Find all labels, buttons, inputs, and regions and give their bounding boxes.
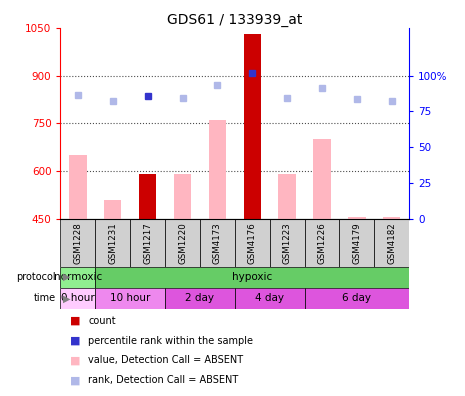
Text: value, Detection Call = ABSENT: value, Detection Call = ABSENT [88, 355, 244, 366]
Text: GSM1223: GSM1223 [283, 222, 292, 264]
Text: 2 day: 2 day [186, 293, 214, 303]
Bar [270, 219, 305, 267]
Text: time: time [33, 293, 56, 303]
Text: GSM4176: GSM4176 [248, 222, 257, 264]
Text: GSM4173: GSM4173 [213, 222, 222, 264]
Text: ■: ■ [70, 375, 80, 385]
Bar [95, 219, 130, 267]
Bar [104, 200, 121, 219]
Bar [339, 219, 374, 267]
Text: GSM1231: GSM1231 [108, 222, 117, 264]
Text: ■: ■ [70, 355, 80, 366]
Text: ■: ■ [70, 316, 80, 326]
Text: 6 day: 6 day [342, 293, 372, 303]
Bar [235, 288, 305, 309]
Bar [165, 288, 235, 309]
Text: count: count [88, 316, 116, 326]
Text: GSM1217: GSM1217 [143, 222, 152, 264]
Bar [130, 219, 165, 267]
Bar [60, 288, 95, 309]
Bar [95, 288, 165, 309]
Bar [69, 155, 86, 219]
Text: normoxic: normoxic [54, 272, 102, 282]
Bar [60, 219, 95, 267]
Bar [383, 217, 400, 219]
Text: GSM1228: GSM1228 [73, 222, 82, 264]
Bar [313, 139, 331, 219]
Text: GSM4182: GSM4182 [387, 222, 396, 264]
Text: 0 hour: 0 hour [61, 293, 95, 303]
Text: ■: ■ [70, 335, 80, 346]
Bar [279, 174, 296, 219]
Text: GSM1226: GSM1226 [318, 222, 326, 264]
Text: hypoxic: hypoxic [232, 272, 272, 282]
Bar [244, 34, 261, 219]
Bar [165, 219, 200, 267]
Text: percentile rank within the sample: percentile rank within the sample [88, 335, 253, 346]
Bar [200, 219, 235, 267]
Bar [305, 219, 339, 267]
Bar [348, 217, 365, 219]
Text: 10 hour: 10 hour [110, 293, 150, 303]
Bar [374, 219, 409, 267]
Text: GSM1220: GSM1220 [178, 222, 187, 264]
Title: GDS61 / 133939_at: GDS61 / 133939_at [167, 13, 303, 27]
Text: GSM4179: GSM4179 [352, 222, 361, 264]
Bar [235, 219, 270, 267]
Bar [139, 174, 156, 219]
Text: ▶: ▶ [63, 293, 70, 303]
Bar [174, 174, 191, 219]
Bar [305, 288, 409, 309]
Text: ▶: ▶ [63, 272, 70, 282]
Bar [209, 120, 226, 219]
Bar [60, 267, 95, 288]
Text: rank, Detection Call = ABSENT: rank, Detection Call = ABSENT [88, 375, 239, 385]
Text: protocol: protocol [16, 272, 56, 282]
Text: 4 day: 4 day [255, 293, 284, 303]
